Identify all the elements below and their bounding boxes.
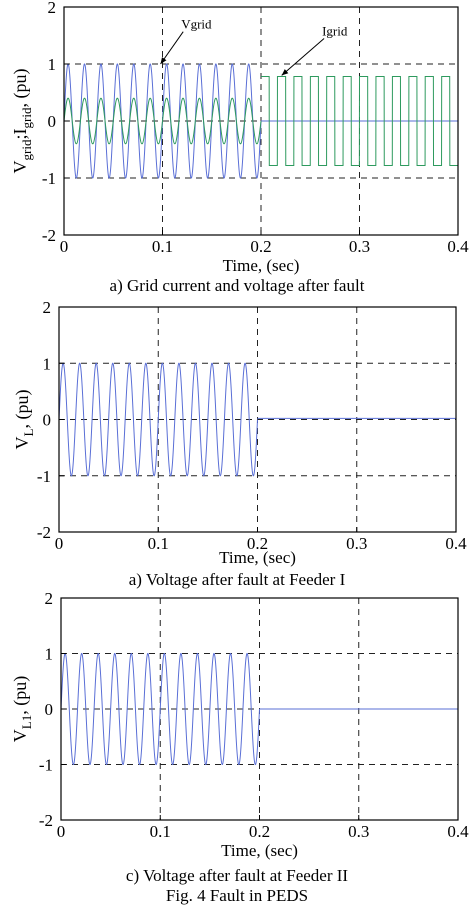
caption-chart-c: c) Voltage after fault at Feeder II bbox=[125, 866, 349, 885]
x-tick-label: 0.2 bbox=[249, 822, 270, 841]
x-tick-label: 0.1 bbox=[148, 534, 169, 553]
y-tick-label: -1 bbox=[37, 467, 51, 486]
y-axis-label-part: , (pu) bbox=[12, 390, 33, 429]
annotation-igrid: Igrid bbox=[322, 24, 348, 39]
x-tick-label: 0.2 bbox=[250, 237, 271, 256]
y-tick-label: 0 bbox=[43, 411, 52, 430]
current-trace-0 bbox=[64, 97, 262, 145]
annotation-arrow-head bbox=[281, 69, 289, 76]
y-axis-label-subscript: grid bbox=[19, 139, 34, 160]
y-axis-label-part: V bbox=[12, 436, 32, 449]
annotation-vgrid: Vgrid bbox=[181, 17, 212, 32]
y-tick-label: 1 bbox=[45, 645, 54, 664]
caption-chart-a: a) Grid current and voltage after fault bbox=[109, 276, 365, 295]
y-tick-label: 0 bbox=[48, 112, 57, 131]
chart-2: 0 0.1 0.2 0.3 0.4 -2 -1 0 1 2 Time, (sec) VL1, (pu) bbox=[10, 589, 469, 860]
figure-caption: Fig. 4 Fault in PEDS bbox=[165, 886, 309, 905]
y-tick-label: -2 bbox=[39, 811, 53, 830]
y-axis-label-part: , (pu) bbox=[10, 69, 31, 108]
y-tick-label: 2 bbox=[48, 0, 57, 17]
y-axis-label-part: , (pu) bbox=[10, 676, 31, 715]
y-tick-label: -2 bbox=[37, 523, 51, 542]
y-tick-label: 1 bbox=[43, 354, 52, 373]
voltage-trace-0 bbox=[59, 362, 258, 477]
x-tick-label: 0.3 bbox=[346, 534, 367, 553]
y-tick-label: 1 bbox=[48, 55, 57, 74]
traces bbox=[64, 63, 458, 179]
x-tick-label: 0.1 bbox=[152, 237, 173, 256]
current-trace-1 bbox=[261, 76, 458, 166]
y-axis-label-subscript: L bbox=[21, 428, 36, 436]
y-axis-label: Vgrid;Igrid, (pu) bbox=[10, 69, 34, 174]
y-axis-label-part: V bbox=[10, 729, 30, 742]
x-tick-label: 0 bbox=[55, 534, 64, 553]
caption-chart-b: a) Voltage after fault at Feeder I bbox=[128, 570, 346, 589]
y-axis-label-part: V bbox=[10, 160, 30, 173]
y-axis-label-subscript: L1 bbox=[19, 715, 34, 729]
y-axis-label-part: ;I bbox=[10, 128, 30, 139]
y-tick-label: -2 bbox=[42, 226, 56, 245]
traces bbox=[61, 652, 458, 766]
annotation-arrow-head bbox=[160, 57, 167, 64]
traces bbox=[59, 362, 456, 477]
x-tick-label: 0.4 bbox=[445, 534, 467, 553]
x-tick-label: 0 bbox=[60, 237, 69, 256]
voltage-trace-0 bbox=[61, 652, 260, 766]
x-tick-label: 0.1 bbox=[150, 822, 171, 841]
x-tick-label: 0.3 bbox=[348, 822, 369, 841]
y-tick-label: -1 bbox=[42, 169, 56, 188]
x-tick-label: 0.4 bbox=[447, 822, 469, 841]
chart-1: 0 0.1 0.2 0.3 0.4 -2 -1 0 1 2 Time, (sec) VL, (pu) bbox=[12, 298, 467, 567]
x-axis-label: Time, (sec) bbox=[219, 548, 296, 567]
y-tick-label: 2 bbox=[45, 589, 54, 608]
annotation-arrow-line bbox=[281, 38, 325, 76]
y-tick-label: 2 bbox=[43, 298, 52, 317]
y-axis-label: VL1, (pu) bbox=[10, 676, 34, 742]
y-axis-label: VL, (pu) bbox=[12, 390, 36, 450]
x-tick-label: 0.2 bbox=[247, 534, 268, 553]
x-tick-label: 0.3 bbox=[349, 237, 370, 256]
x-axis-label: Time, (sec) bbox=[221, 841, 298, 860]
annotation-arrow-line bbox=[160, 31, 184, 65]
x-tick-label: 0.4 bbox=[447, 237, 469, 256]
y-axis-label-subscript: grid bbox=[19, 107, 34, 128]
x-axis-label: Time, (sec) bbox=[223, 256, 300, 275]
y-tick-label: 0 bbox=[45, 700, 54, 719]
x-tick-label: 0 bbox=[57, 822, 66, 841]
y-tick-label: -1 bbox=[39, 756, 53, 775]
